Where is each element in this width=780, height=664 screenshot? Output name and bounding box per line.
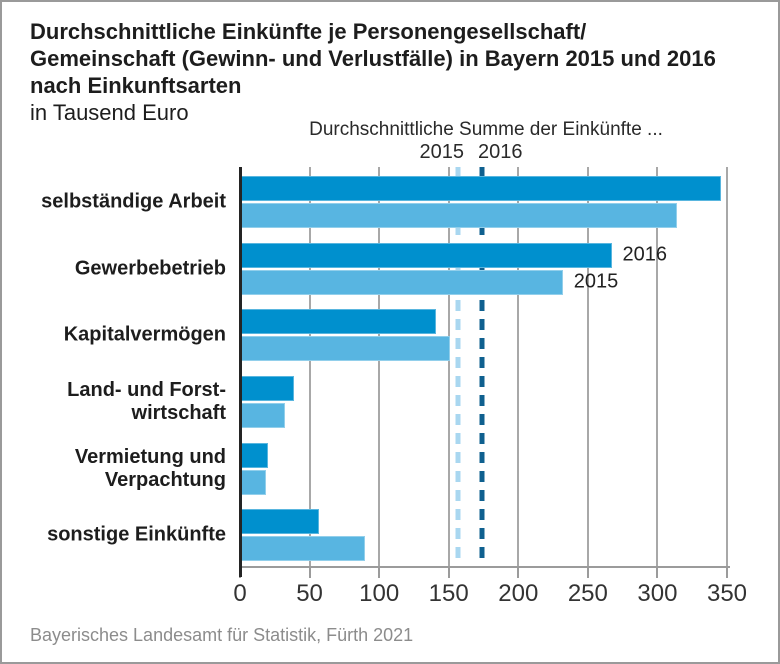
title-block: Durchschnittliche Einkünfte je Personeng… bbox=[30, 18, 750, 126]
category-label-selbst-ndige-arbeit: selbständige Arbeit bbox=[41, 190, 226, 213]
series-label-2015: 2015 bbox=[573, 270, 619, 293]
gridline-250 bbox=[586, 167, 589, 567]
x-axis-tick-label-150: 150 bbox=[428, 580, 469, 607]
reference-lines-heading: Durchschnittliche Summe der Einkünfte ..… bbox=[309, 119, 663, 140]
chart-title-line-2: Gemeinschaft (Gewinn- und Verlustfälle) … bbox=[30, 46, 716, 71]
category-label-kapitalverm-gen: Kapitalvermögen bbox=[63, 323, 226, 346]
category-label-sonstige-eink-nfte: sonstige Einkünfte bbox=[47, 523, 226, 546]
bar-2016-sonstige-eink-nfte bbox=[240, 509, 320, 535]
bar-2016-kapitalverm-gen bbox=[240, 309, 437, 335]
reference-year-2015-label: 2015 bbox=[419, 141, 465, 163]
bar-2015-vermietung-und-verpachtung bbox=[240, 469, 267, 495]
bar-2015-gewerbebetrieb bbox=[240, 269, 563, 295]
reference-year-2016-label: 2016 bbox=[478, 141, 523, 163]
x-axis-tick-label-250: 250 bbox=[567, 580, 608, 607]
bar-2016-land-und-forstwirtschaft bbox=[240, 376, 295, 401]
x-axis-tick-50 bbox=[308, 568, 311, 578]
chart-title-line-1: Durchschnittliche Einkünfte je Personeng… bbox=[30, 19, 587, 44]
reference-line-2016 bbox=[479, 167, 485, 567]
x-axis-tick-label-200: 200 bbox=[498, 580, 539, 607]
x-axis-tick-300 bbox=[656, 568, 659, 578]
category-label-vermietung-und-verpachtung: Vermietung und Verpachtung bbox=[74, 445, 226, 491]
chart-unit-subtitle: in Tausend Euro bbox=[30, 100, 189, 125]
gridline-50 bbox=[308, 167, 311, 567]
reference-line-2015 bbox=[455, 167, 461, 567]
x-axis-tick-label-0: 0 bbox=[233, 580, 247, 607]
chart-title-line-3: nach Einkunftsarten bbox=[30, 73, 242, 98]
bar-2016-gewerbebetrieb bbox=[240, 242, 612, 268]
gridline-100 bbox=[378, 167, 381, 567]
x-axis-tick-100 bbox=[378, 568, 381, 578]
bar-2016-vermietung-und-verpachtung bbox=[240, 442, 268, 468]
reference-lines-year-labels: 2015 2016 bbox=[240, 141, 702, 164]
bar-2015-sonstige-eink-nfte bbox=[240, 536, 366, 562]
x-axis-tick-label-350: 350 bbox=[706, 580, 748, 607]
x-axis-tick-label-100: 100 bbox=[359, 580, 400, 607]
bar-2015-kapitalverm-gen bbox=[240, 336, 451, 362]
category-label-gewerbebetrieb: Gewerbebetrieb bbox=[74, 257, 226, 280]
bar-2016-selbst-ndige-arbeit bbox=[240, 176, 722, 201]
x-axis-tick-250 bbox=[586, 568, 589, 578]
source-credit: Bayerisches Landesamt für Statistik, Für… bbox=[30, 625, 414, 645]
bar-2015-selbst-ndige-arbeit bbox=[240, 203, 677, 228]
y-axis-line bbox=[239, 167, 242, 577]
series-label-2016: 2016 bbox=[622, 243, 668, 266]
chart-plot-area: 0 50 100 150 200 250 300 350 2016 2015 bbox=[233, 167, 747, 607]
gridline-150 bbox=[447, 167, 450, 567]
x-axis-tick-150 bbox=[447, 568, 450, 578]
x-axis-tick-label-50: 50 bbox=[296, 580, 323, 607]
category-label-land-und-forstwirtschaft: Land- und Forst- wirtschaft bbox=[67, 379, 226, 424]
gridline-350 bbox=[726, 167, 728, 567]
x-axis-tick-350 bbox=[726, 568, 728, 578]
x-axis-tick-200 bbox=[517, 568, 520, 578]
x-axis-line bbox=[239, 566, 730, 568]
gridline-200 bbox=[517, 167, 520, 567]
x-axis-tick-label-300: 300 bbox=[637, 580, 678, 607]
bar-2015-land-und-forstwirtschaft bbox=[240, 403, 285, 428]
gridline-300 bbox=[656, 167, 659, 567]
